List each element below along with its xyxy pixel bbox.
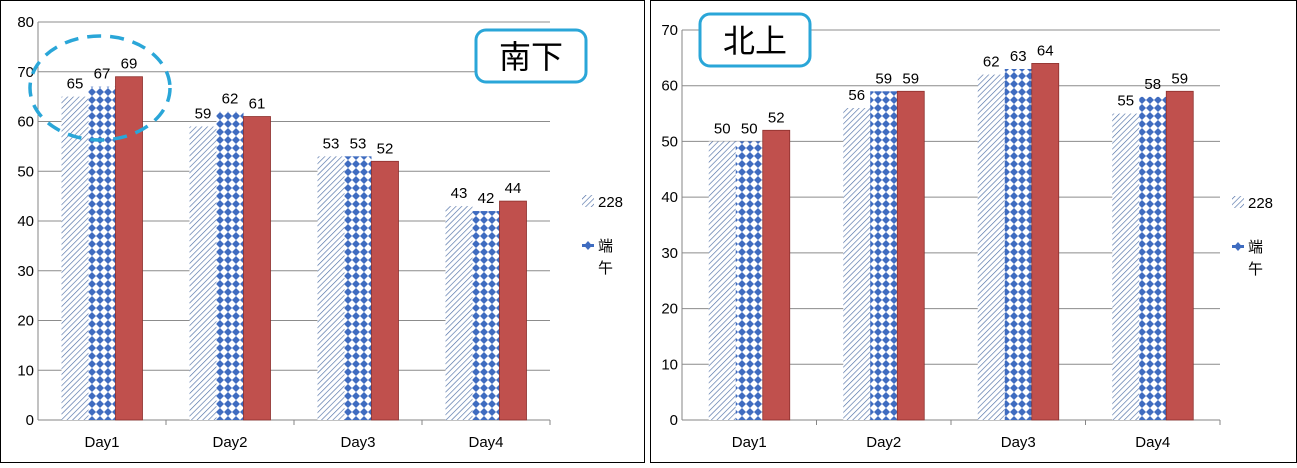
- y-tick-label: 20: [17, 313, 34, 330]
- data-label: 69: [121, 56, 138, 73]
- x-tick-label: Day4: [1135, 434, 1170, 451]
- bar-day2-series1: [843, 108, 871, 420]
- data-label: 55: [1117, 93, 1134, 110]
- bar-day1-series1: [708, 141, 736, 420]
- y-tick-label: 0: [670, 412, 678, 429]
- bar-day1-series1: [61, 96, 89, 420]
- y-tick-label: 30: [17, 263, 34, 280]
- y-tick-label: 0: [26, 412, 34, 429]
- legend-label-228: 228: [1248, 195, 1273, 212]
- bar-day3-series3: [1031, 63, 1060, 421]
- y-tick-label: 60: [661, 78, 678, 95]
- bar-day4-series1: [445, 206, 473, 420]
- bar-day2-series3: [896, 90, 925, 421]
- data-label: 61: [249, 96, 266, 113]
- data-label: 50: [714, 120, 731, 137]
- legend-swatch-228: [1232, 196, 1244, 208]
- x-tick-label: Day3: [340, 434, 375, 451]
- x-tick-label: Day1: [732, 434, 767, 451]
- chart-south: 0 10 20 30 40 50 60 70 80 65 67 69 Day1 59 62 61 Day2 53 5…: [0, 0, 645, 463]
- chart-north: 0 10 20 30 40 50 60 70 50 50 52 Day1 56 59 59 Day2 62 63 6…: [650, 0, 1297, 463]
- x-tick-label: Day3: [1001, 434, 1036, 451]
- legend-label-duanwu: 端午: [598, 238, 613, 277]
- chart-title-box: [474, 28, 588, 84]
- data-label: 53: [350, 135, 367, 152]
- data-label: 62: [983, 54, 1000, 71]
- y-tick-label: 20: [661, 301, 678, 318]
- bar-day4-series3: [1165, 90, 1194, 421]
- bar-day1-series2: [88, 86, 116, 421]
- y-tick-label: 40: [661, 189, 678, 206]
- data-label: 59: [1171, 70, 1188, 87]
- highlight-ellipse: [28, 34, 172, 142]
- y-tick-label: 10: [661, 356, 678, 373]
- legend-swatch-duanwu-marker: [584, 241, 592, 250]
- x-tick-label: Day2: [212, 434, 247, 451]
- bar-day3-series2: [1004, 69, 1032, 420]
- chart-title: 南下: [499, 39, 563, 75]
- chart-title-box: [698, 12, 812, 68]
- data-label: 52: [768, 109, 785, 126]
- data-label: 56: [848, 87, 865, 104]
- bar-day2-series2: [870, 91, 898, 421]
- chart-title: 北上: [723, 23, 787, 59]
- y-tick-label: 70: [17, 64, 34, 81]
- data-label: 52: [377, 140, 394, 157]
- y-tick-label: 60: [17, 114, 34, 131]
- data-label: 59: [195, 105, 212, 122]
- legend-swatch-duanwu-marker: [1234, 242, 1242, 251]
- bar-day3-series2: [344, 156, 372, 420]
- bar-day4-series2: [472, 211, 500, 420]
- legend-label-228: 228: [598, 194, 623, 211]
- data-label: 43: [451, 185, 468, 202]
- bar-day3-series3: [371, 160, 399, 421]
- data-label: 62: [222, 91, 239, 108]
- panel-divider: [645, 0, 650, 463]
- x-tick-label: Day2: [866, 434, 901, 451]
- data-label: 50: [741, 120, 758, 137]
- data-label: 44: [505, 180, 522, 197]
- bar-day3-series1: [317, 156, 345, 420]
- y-tick-label: 30: [661, 245, 678, 262]
- bar-day1-series2: [735, 141, 763, 420]
- data-label: 64: [1037, 42, 1054, 59]
- data-label: 58: [1144, 76, 1161, 93]
- y-tick-label: 50: [661, 133, 678, 150]
- data-label: 59: [875, 70, 892, 87]
- bar-day1-series3: [115, 76, 143, 421]
- bar-day1-series3: [762, 129, 791, 421]
- bar-day2-series2: [216, 111, 244, 421]
- data-label: 67: [94, 66, 111, 83]
- bar-day4-series1: [1112, 113, 1140, 421]
- y-tick-label: 40: [17, 213, 34, 230]
- data-label: 59: [902, 70, 919, 87]
- chart-panel-south: 0 10 20 30 40 50 60 70 80 65 67 69 Day1 59 62 61 Day2 53 5…: [0, 0, 645, 463]
- data-label: 63: [1010, 48, 1027, 65]
- x-tick-label: Day1: [84, 434, 119, 451]
- legend-label-duanwu: 端午: [1248, 239, 1263, 278]
- y-tick-label: 80: [17, 14, 34, 31]
- data-label: 53: [323, 135, 340, 152]
- legend-swatch-228: [582, 195, 594, 207]
- bar-day4-series2: [1139, 96, 1167, 420]
- bar-day4-series3: [499, 200, 527, 421]
- chart-panel-north: 0 10 20 30 40 50 60 70 50 50 52 Day1 56 59 59 Day2 62 63 6…: [650, 0, 1297, 463]
- data-label: 42: [478, 190, 495, 207]
- bar-day2-series3: [243, 116, 271, 421]
- x-tick-label: Day4: [468, 434, 503, 451]
- data-label: 65: [67, 76, 84, 93]
- y-tick-label: 10: [17, 362, 34, 379]
- bar-day3-series1: [977, 74, 1005, 421]
- y-tick-label: 70: [661, 22, 678, 39]
- y-tick-label: 50: [17, 163, 34, 180]
- bar-day2-series1: [189, 126, 217, 420]
